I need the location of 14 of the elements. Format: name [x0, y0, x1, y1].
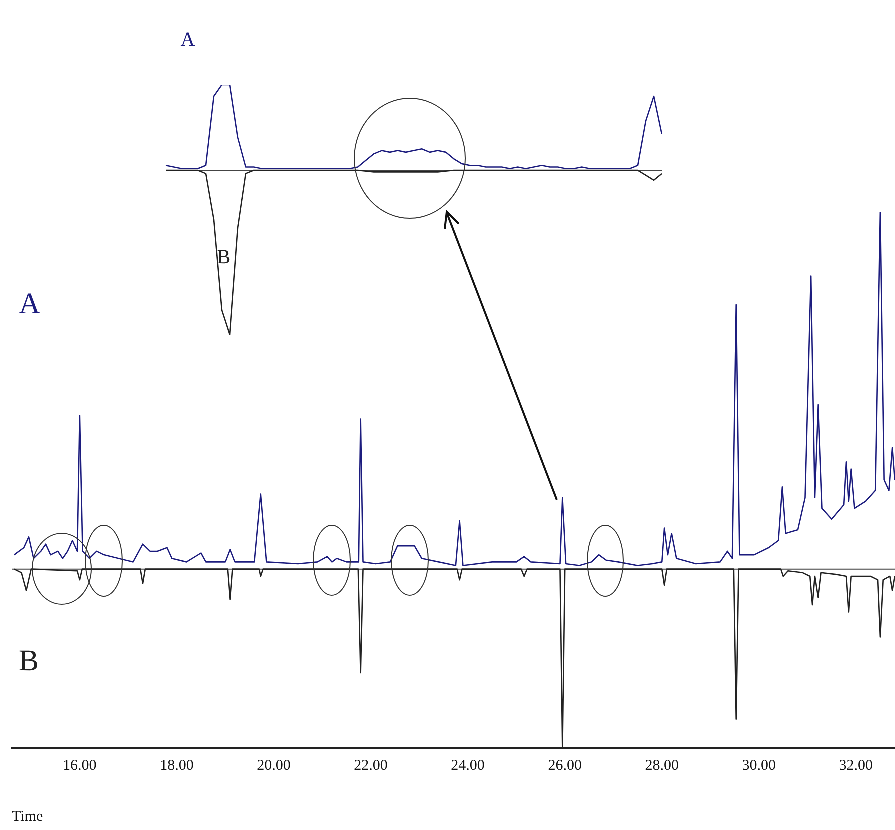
x-tick-label: 18.00	[160, 758, 194, 774]
x-tick-label: 30.00	[742, 758, 776, 774]
x-tick-label: 32.00	[839, 758, 874, 774]
x-tick-label: 24.00	[451, 758, 485, 774]
x-tick-label: 20.00	[257, 758, 291, 774]
x-axis-title: Time	[12, 808, 44, 825]
series-label: B	[217, 246, 231, 268]
x-tick-label: 28.00	[645, 758, 679, 774]
x-tick-label: 26.00	[548, 758, 582, 774]
x-tick-label: 22.00	[354, 758, 388, 774]
text: A	[180, 28, 196, 51]
text: A	[18, 287, 41, 320]
x-tick-label: 16.00	[63, 758, 97, 774]
series-label: B	[18, 644, 39, 678]
